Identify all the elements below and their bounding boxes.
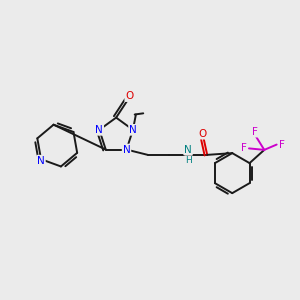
Text: O: O: [125, 91, 134, 101]
Text: H: H: [185, 156, 192, 165]
Text: F: F: [252, 127, 257, 136]
Text: N: N: [95, 125, 103, 135]
Text: O: O: [198, 129, 206, 139]
Text: N: N: [129, 125, 137, 135]
Text: N: N: [184, 145, 192, 154]
Text: N: N: [37, 156, 45, 166]
Text: F: F: [279, 140, 285, 150]
Text: F: F: [241, 143, 247, 153]
Text: N: N: [123, 145, 130, 154]
